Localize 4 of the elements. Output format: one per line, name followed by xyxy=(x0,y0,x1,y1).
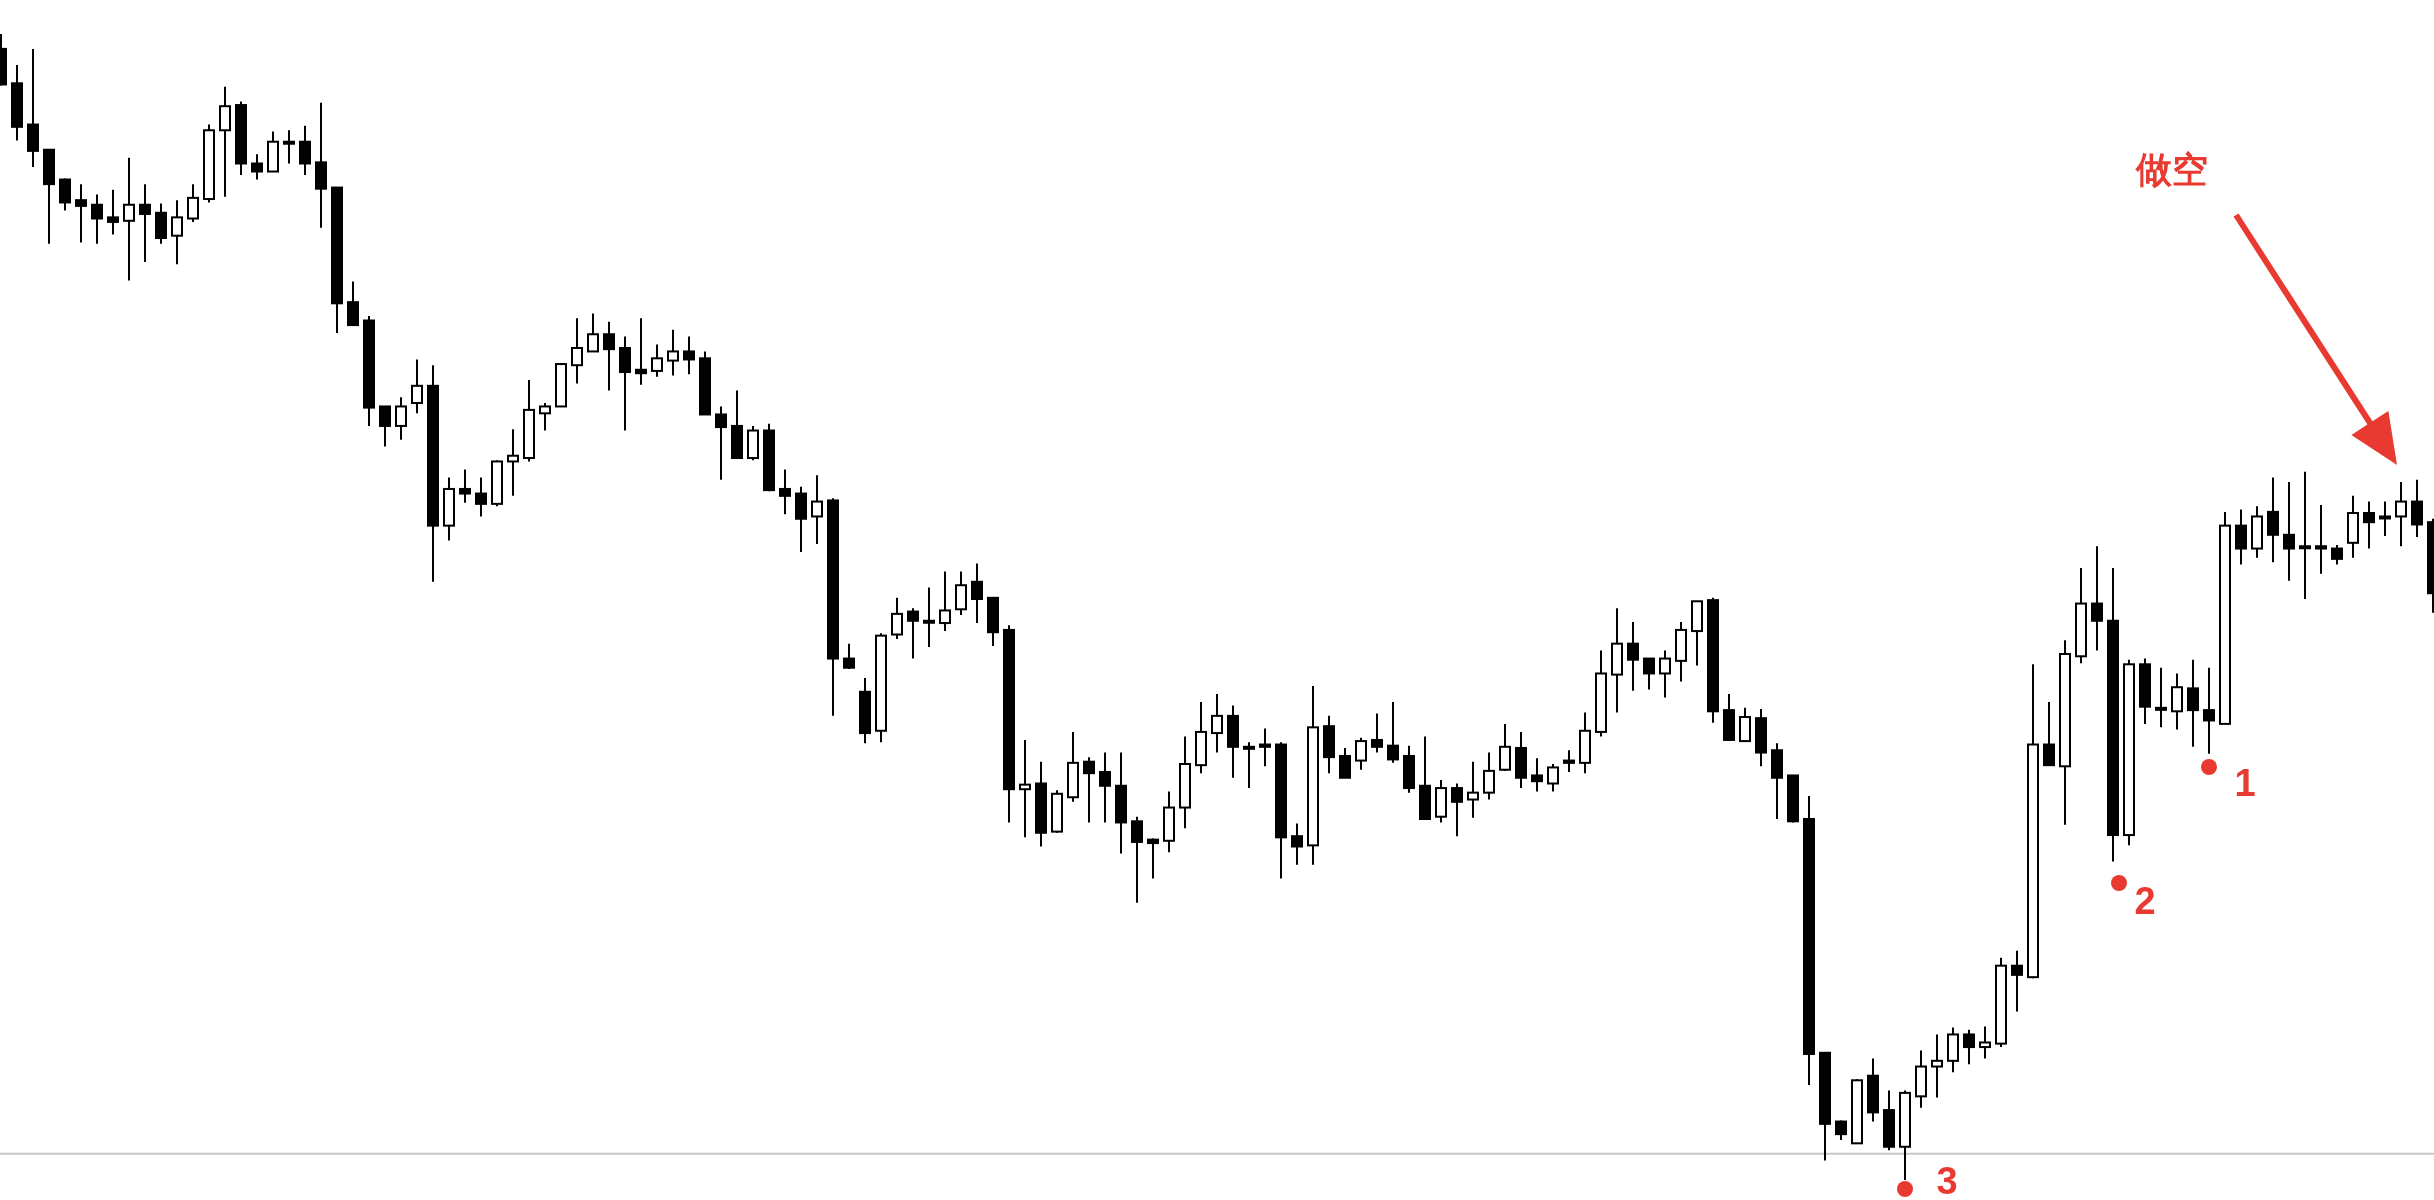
annotation: 2 xyxy=(2134,880,2156,922)
annotation: 做空 xyxy=(2135,149,2208,190)
annotation: 1 xyxy=(2234,762,2256,804)
annotation: 3 xyxy=(1936,1160,1958,1200)
